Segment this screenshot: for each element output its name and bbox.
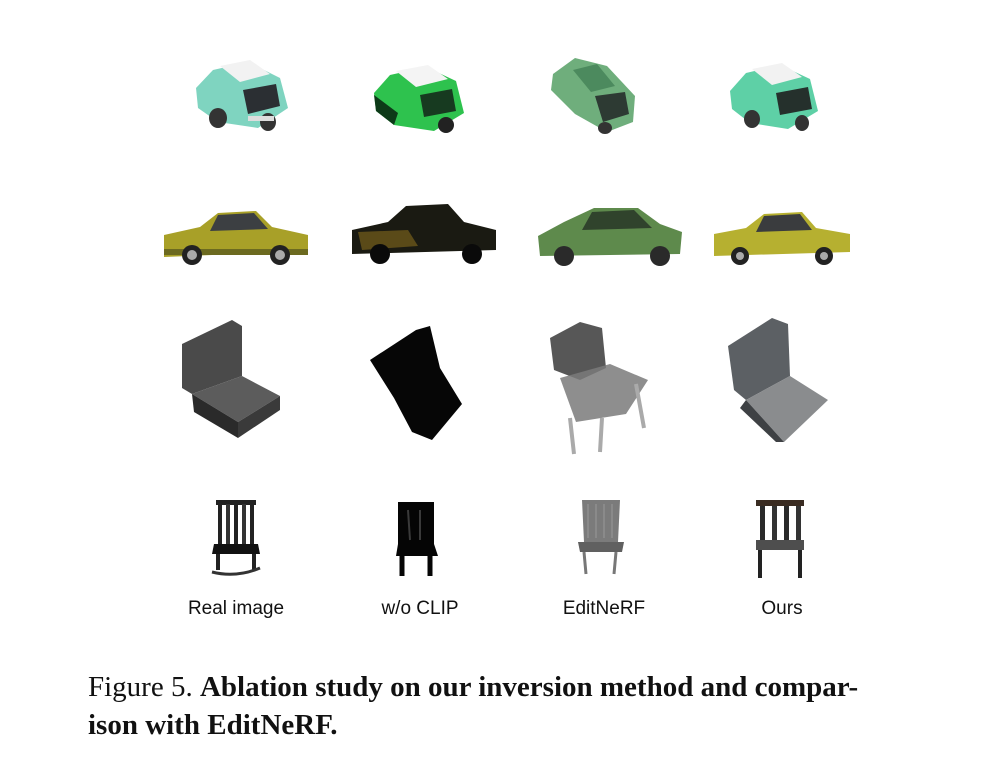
image-muscle-car-editnerf	[534, 200, 686, 268]
image-lounge-chair-wo-clip	[366, 324, 466, 442]
column-label-real-image: Real image	[187, 598, 285, 619]
image-hatchback-real	[188, 50, 298, 135]
image-hatchback-ours	[724, 55, 824, 133]
image-muscle-car-ours	[710, 206, 854, 266]
image-lounge-chair-ours	[724, 316, 834, 444]
image-rocking-chair-ours	[752, 498, 808, 580]
image-muscle-car-wo-clip	[348, 200, 500, 266]
caption-title-line2: ison with EditNeRF.	[88, 709, 338, 741]
image-rocking-chair-wo-clip	[394, 500, 438, 578]
column-label-wo-clip: w/o CLIP	[381, 598, 459, 619]
image-muscle-car-real	[160, 205, 312, 267]
caption-prefix: Figure 5.	[88, 671, 193, 703]
ablation-figure: Real image w/o CLIP EditNeRF Ours	[160, 50, 854, 619]
image-rocking-chair-editnerf	[572, 496, 630, 578]
caption-title-line1: Ablation study on our inversion method a…	[199, 671, 859, 703]
image-lounge-chair-editnerf	[540, 318, 660, 458]
column-label-ours: Ours	[761, 598, 803, 619]
image-hatchback-wo-clip	[368, 55, 472, 135]
image-hatchback-editnerf	[545, 52, 645, 136]
image-rocking-chair-real	[210, 498, 262, 578]
image-lounge-chair-real	[176, 318, 284, 440]
caption-title: Ablation study on our inversion method a…	[88, 671, 858, 741]
column-label-editnerf: EditNeRF	[562, 598, 646, 619]
figure-caption: Figure 5. Ablation study on our inversio…	[88, 668, 948, 744]
